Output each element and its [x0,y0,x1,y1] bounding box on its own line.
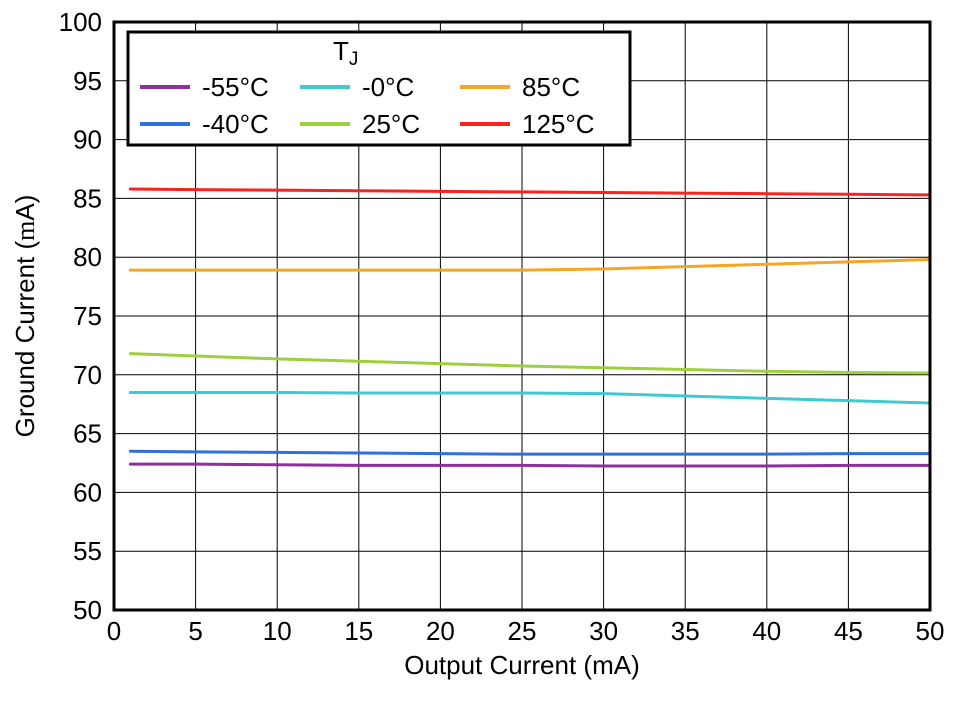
x-axis-label: Output Current (mA) [404,650,640,680]
y-tick-label: 55 [73,536,102,566]
x-tick-label: 15 [344,616,373,646]
y-tick-label: 60 [73,477,102,507]
x-tick-label: 5 [188,616,202,646]
y-tick-label: 85 [73,183,102,213]
x-tick-label: 30 [589,616,618,646]
x-tick-label: 10 [263,616,292,646]
x-tick-label: 40 [752,616,781,646]
legend-item-label: 125°C [522,109,595,139]
y-tick-label: 75 [73,301,102,331]
y-tick-label: 90 [73,125,102,155]
legend: TJ-55°C-40°C-0°C25°C85°C125°C [128,32,630,145]
x-tick-label: 0 [107,616,121,646]
y-tick-label: 50 [73,595,102,625]
x-tick-label: 20 [426,616,455,646]
x-tick-label: 25 [508,616,537,646]
series-line [130,464,930,466]
y-axis-label: Ground Current (mA) [10,195,40,438]
x-tick-label: 45 [834,616,863,646]
y-tick-label: 70 [73,360,102,390]
y-tick-label: 100 [59,7,102,37]
legend-item-label: -0°C [362,72,414,102]
line-chart: 0 5 10 15 20 25 30 35 40 45 50 50 55 60 65 70 75 80 85 90 95… [0,0,956,701]
y-tick-label: 95 [73,66,102,96]
x-tick-label: 35 [671,616,700,646]
x-tick-label: 50 [916,616,945,646]
y-tick-label: 80 [73,242,102,272]
y-tick-label: 65 [73,419,102,449]
legend-item-label: 85°C [522,72,580,102]
legend-item-label: -40°C [202,109,269,139]
legend-item-label: 25°C [362,109,420,139]
legend-item-label: -55°C [202,72,269,102]
chart-container: { "chart": { "type": "line", "background… [0,0,956,701]
